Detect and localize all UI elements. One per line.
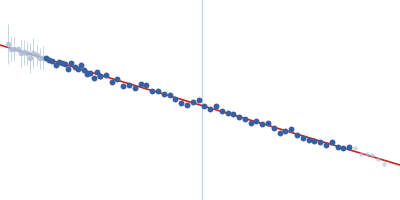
Point [97,74,103,77]
Point [190,100,196,104]
Point [259,122,266,125]
Point [120,84,126,88]
Point [294,133,300,136]
Point [94,70,100,74]
Point [207,107,213,111]
Point [311,140,318,143]
Point [114,78,120,81]
Point [346,145,352,148]
Point [248,121,254,125]
Point [97,75,103,78]
Point [230,113,236,116]
Point [43,56,49,59]
Point [155,89,161,92]
Point [242,117,248,121]
Point [49,60,56,63]
Point [213,104,219,108]
Point [375,157,382,160]
Point [352,147,358,150]
Point [65,67,72,70]
Point [253,119,260,123]
Point [62,62,68,66]
Point [195,98,202,102]
Point [358,152,364,155]
Point [288,127,294,131]
Point [329,140,335,143]
Point [166,93,173,96]
Point [52,63,59,66]
Point [369,154,376,157]
Point [149,90,155,93]
Point [59,62,65,65]
Point [102,73,109,76]
Point [87,71,94,75]
Point [265,121,271,125]
Point [276,131,283,134]
Point [143,84,150,87]
Point [218,109,225,113]
Point [84,72,90,76]
Point [160,93,167,96]
Point [81,69,87,72]
Point [282,129,289,132]
Point [236,115,242,119]
Point [334,145,341,148]
Point [271,126,277,130]
Point [201,104,208,107]
Point [381,162,387,165]
Point [340,146,347,149]
Point [306,138,312,142]
Point [184,103,190,106]
Point [90,76,97,79]
Point [56,60,62,63]
Point [126,83,132,87]
Point [224,111,231,115]
Point [108,80,115,83]
Point [46,59,52,62]
Point [137,83,144,86]
Point [300,136,306,139]
Point [172,98,178,101]
Point [132,86,138,89]
Point [68,62,75,65]
Point [78,64,84,67]
Point [317,140,324,143]
Point [178,101,184,104]
Point [72,65,78,69]
Point [323,144,329,147]
Point [74,68,81,71]
Point [364,153,370,156]
